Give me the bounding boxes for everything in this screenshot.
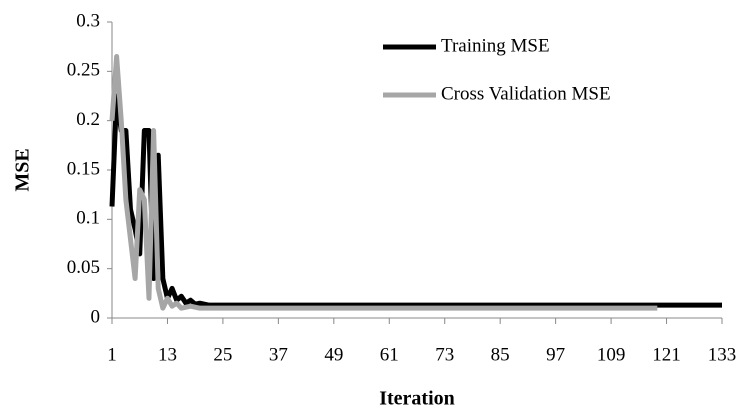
x-tick-label: 61 bbox=[380, 344, 399, 365]
x-tick-label: 97 bbox=[546, 344, 565, 365]
y-axis-label: MSE bbox=[12, 148, 34, 191]
x-tick-label: 73 bbox=[435, 344, 454, 365]
x-tick-label: 49 bbox=[324, 344, 343, 365]
y-tick-label: 0 bbox=[91, 306, 101, 327]
y-tick-label: 0.05 bbox=[67, 257, 100, 278]
y-tick-label: 0.1 bbox=[76, 208, 100, 229]
x-tick-label: 121 bbox=[652, 344, 681, 365]
series-line bbox=[109, 54, 658, 311]
series-line bbox=[109, 93, 722, 308]
x-tick-label: 37 bbox=[269, 344, 288, 365]
y-tick-label: 0.15 bbox=[67, 158, 100, 179]
y-tick-label: 0.2 bbox=[76, 109, 100, 130]
x-tick-label: 85 bbox=[491, 344, 510, 365]
y-tick-label: 0.25 bbox=[67, 60, 100, 81]
legend-label: Training MSE bbox=[441, 35, 550, 56]
x-tick-label: 109 bbox=[597, 344, 626, 365]
legend-label: Cross Validation MSE bbox=[441, 83, 611, 104]
x-axis-label: Iteration bbox=[379, 388, 455, 410]
x-tick-label: 13 bbox=[158, 344, 177, 365]
x-tick-label: 25 bbox=[213, 344, 232, 365]
x-tick-label: 133 bbox=[708, 344, 737, 365]
x-tick-label: 1 bbox=[107, 344, 117, 365]
y-tick-label: 0.3 bbox=[76, 10, 100, 31]
